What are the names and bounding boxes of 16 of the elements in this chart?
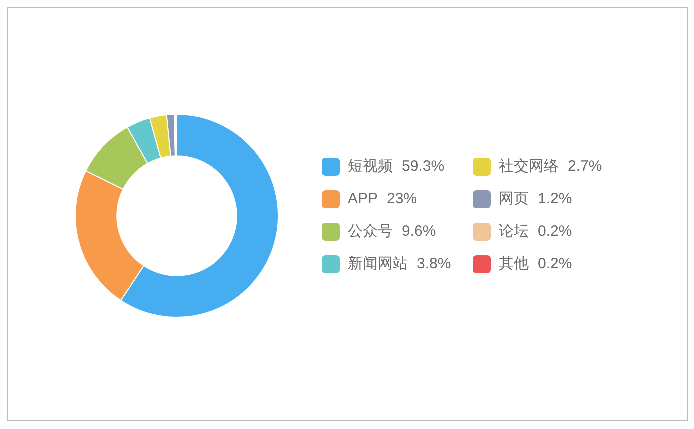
- legend-label: 公众号: [348, 223, 393, 240]
- legend-label: 论坛: [499, 223, 529, 240]
- legend-label: APP: [348, 190, 378, 208]
- legend-label: 新闻网站: [348, 256, 408, 273]
- legend-label: 短视频: [348, 158, 393, 176]
- legend-label: 网页: [499, 190, 529, 208]
- data-label: 2.7%: [568, 158, 602, 176]
- data-label: 59.3%: [402, 158, 445, 176]
- data-label: 1.2%: [538, 190, 572, 208]
- legend-label: 其他: [499, 256, 529, 273]
- data-label: 23%: [387, 190, 418, 208]
- data-label: 9.6%: [402, 223, 436, 240]
- data-label: 0.2%: [538, 223, 572, 240]
- data-label: 0.2%: [538, 256, 572, 273]
- legend-label: 社交网络: [499, 158, 559, 176]
- data-label: 3.8%: [417, 256, 452, 273]
